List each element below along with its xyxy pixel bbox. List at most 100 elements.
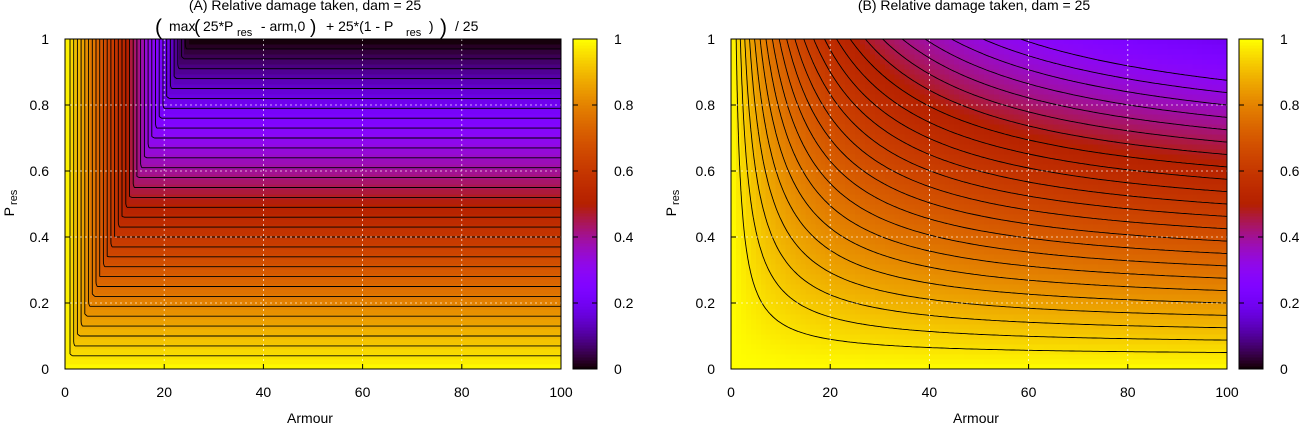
heatmap-cell xyxy=(427,84,433,90)
heatmap-cell xyxy=(263,334,269,340)
heatmap-cell xyxy=(223,44,230,50)
heatmap-cell xyxy=(149,304,155,310)
heatmap-cell xyxy=(367,64,374,70)
heatmap-cell xyxy=(372,99,379,105)
heatmap-cell xyxy=(79,204,86,210)
heatmap-cell xyxy=(144,189,150,195)
heatmap-cell xyxy=(134,319,140,325)
heatmap-cell xyxy=(332,44,339,50)
heatmap-cell xyxy=(402,89,408,95)
heatmap-cell xyxy=(293,229,299,235)
heatmap-cell xyxy=(184,239,190,245)
heatmap-cell xyxy=(174,199,180,205)
heatmap-cell xyxy=(104,279,111,285)
heatmap-cell xyxy=(382,74,388,80)
heatmap-cell xyxy=(258,314,264,320)
heatmap-cell xyxy=(417,319,423,325)
heatmap-cell xyxy=(367,279,374,285)
heatmap-cell xyxy=(322,149,329,155)
heatmap-cell xyxy=(99,329,106,335)
heatmap-cell xyxy=(174,159,180,165)
heatmap-cell xyxy=(243,324,250,330)
heatmap-cell xyxy=(208,204,215,210)
heatmap-cell xyxy=(432,179,438,185)
heatmap-cell xyxy=(432,39,438,45)
heatmap-cell xyxy=(114,364,121,370)
heatmap-cell xyxy=(99,364,106,370)
heatmap-cell xyxy=(253,159,260,165)
heatmap-cell xyxy=(218,109,225,115)
heatmap-cell xyxy=(392,129,398,135)
heatmap-cell xyxy=(303,164,309,170)
heatmap-cell xyxy=(342,74,349,80)
heatmap-cell xyxy=(427,134,433,140)
heatmap-cell xyxy=(258,69,264,75)
heatmap-cell xyxy=(352,199,359,205)
heatmap-cell xyxy=(332,39,339,45)
heatmap-cell xyxy=(392,149,398,155)
heatmap-cell xyxy=(283,304,289,310)
heatmap-cell xyxy=(317,104,324,110)
heatmap-cell xyxy=(223,249,230,255)
heatmap-cell xyxy=(99,229,106,235)
heatmap-cell xyxy=(193,364,200,370)
heatmap-cell xyxy=(337,164,344,170)
heatmap-cell xyxy=(337,239,344,245)
heatmap-cell xyxy=(169,314,175,320)
heatmap-cell xyxy=(352,159,359,165)
heatmap-cell xyxy=(159,84,165,90)
formula-open-paren: ( xyxy=(155,16,162,39)
heatmap-cell xyxy=(89,319,96,325)
heatmap-cell xyxy=(273,299,279,305)
heatmap-cell xyxy=(174,74,180,80)
heatmap-cell xyxy=(417,134,423,140)
heatmap-cell xyxy=(422,209,428,215)
heatmap-cell xyxy=(377,129,384,135)
heatmap-cell xyxy=(174,334,180,340)
heatmap-cell xyxy=(184,69,190,75)
heatmap-cell xyxy=(322,114,329,120)
heatmap-cell xyxy=(233,74,240,80)
heatmap-cell xyxy=(213,259,220,265)
heatmap-cell xyxy=(99,299,106,305)
heatmap-cell xyxy=(248,219,255,225)
heatmap-cell xyxy=(278,39,284,45)
heatmap-cell xyxy=(203,204,210,210)
heatmap-cell xyxy=(233,204,240,210)
heatmap-cell xyxy=(208,259,215,265)
heatmap-cell xyxy=(347,114,354,120)
heatmap-cell xyxy=(347,314,354,320)
heatmap-cell xyxy=(422,289,428,295)
heatmap-cell xyxy=(223,79,230,85)
heatmap-cell xyxy=(154,49,160,55)
heatmap-cell xyxy=(109,344,116,350)
heatmap-cell xyxy=(119,239,126,245)
heatmap-cell xyxy=(298,139,304,145)
heatmap-cell xyxy=(228,269,235,275)
heatmap-cell xyxy=(407,189,413,195)
heatmap-cell xyxy=(139,64,145,70)
heatmap-cell xyxy=(372,269,379,275)
heatmap-cell xyxy=(114,164,121,170)
heatmap-cell xyxy=(248,354,255,360)
heatmap-cell xyxy=(263,209,269,215)
heatmap-cell xyxy=(332,334,339,340)
heatmap-cell xyxy=(223,74,230,80)
heatmap-cell xyxy=(159,259,165,265)
heatmap-cell xyxy=(337,194,344,200)
heatmap-cell xyxy=(69,114,76,120)
heatmap-cell xyxy=(258,289,264,295)
heatmap-cell xyxy=(99,94,106,100)
heatmap-cell xyxy=(243,359,250,365)
heatmap-cell xyxy=(109,134,116,140)
heatmap-cell xyxy=(218,164,225,170)
heatmap-cell xyxy=(189,64,195,70)
heatmap-cell xyxy=(303,74,309,80)
heatmap-cell xyxy=(357,229,364,235)
heatmap-cell xyxy=(198,199,205,205)
heatmap-cell xyxy=(417,44,423,50)
heatmap-cell xyxy=(283,39,289,45)
heatmap-cell xyxy=(213,84,220,90)
heatmap-cell xyxy=(134,259,140,265)
heatmap-cell xyxy=(65,129,71,135)
